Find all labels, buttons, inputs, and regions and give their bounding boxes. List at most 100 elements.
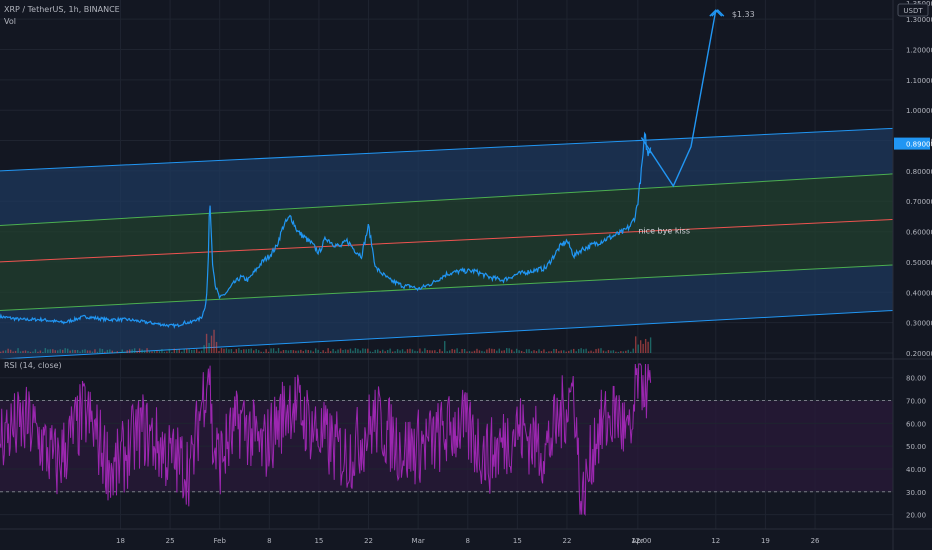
rsi-axis[interactable]: 80.00 70.00 60.00 50.00 40.00 30.00 20.00 xyxy=(906,375,926,520)
volume-bar xyxy=(379,350,381,353)
volume-bar xyxy=(329,351,332,353)
volume-bar xyxy=(186,348,188,353)
volume-bar xyxy=(426,350,429,353)
channel-lower-band xyxy=(0,264,893,360)
rsi-title[interactable]: RSI (14, close) xyxy=(4,361,62,370)
volume-bar xyxy=(488,348,491,353)
volume-bar xyxy=(168,348,171,353)
volume-label[interactable]: Vol xyxy=(4,17,16,26)
volume-bar xyxy=(126,350,128,353)
volume-bar xyxy=(183,349,185,353)
volume-bar xyxy=(54,350,56,353)
projection-path[interactable] xyxy=(640,9,717,188)
rsi-line[interactable] xyxy=(0,363,652,516)
volume-bar xyxy=(121,349,123,353)
price-axis[interactable]: 1.350001.300001.200001.100001.000000.900… xyxy=(894,0,932,358)
volume-bar xyxy=(439,349,441,353)
volume-bar xyxy=(558,351,560,353)
volume-bar xyxy=(384,351,386,353)
volume-bar xyxy=(590,350,592,353)
volume-bar xyxy=(62,349,64,353)
volume-bar xyxy=(615,351,617,353)
volume-bar xyxy=(508,348,510,353)
volume-bar xyxy=(163,351,166,353)
volume-bar xyxy=(448,350,451,353)
volume-bar xyxy=(513,351,515,353)
volume-bar xyxy=(592,351,595,353)
time-tick-label: 22 xyxy=(563,537,572,545)
volume-bar xyxy=(535,351,538,353)
volume-bar xyxy=(458,351,461,353)
volume-bar xyxy=(466,351,468,353)
volume-bar xyxy=(109,349,111,353)
channel-inner-upper-line[interactable] xyxy=(0,173,894,227)
currency-badge[interactable] xyxy=(897,3,929,17)
time-tick-label: 18 xyxy=(116,537,125,545)
volume-bar xyxy=(89,350,91,353)
rsi-tick-label: 60.00 xyxy=(906,420,926,428)
volume-bar xyxy=(128,349,131,353)
volume-bar xyxy=(24,350,27,353)
volume-bar xyxy=(520,350,523,353)
volume-bar xyxy=(347,349,349,353)
volume-bar xyxy=(69,350,71,353)
volume-bar xyxy=(406,349,409,353)
volume-bar xyxy=(409,348,411,353)
time-tick-label: 15 xyxy=(513,537,522,545)
volume-bar xyxy=(84,349,86,353)
volume-bar xyxy=(319,351,322,353)
volume-bar xyxy=(272,348,275,353)
volume-bar xyxy=(133,348,136,353)
rsi-tick-label: 30.00 xyxy=(906,489,926,497)
volume-bar xyxy=(506,348,508,353)
volume-bar xyxy=(339,348,342,353)
volume-bar xyxy=(453,349,456,353)
volume-bar xyxy=(540,350,543,353)
volume-bar xyxy=(416,351,419,353)
volume-bar xyxy=(386,350,389,353)
channel-upper-line[interactable] xyxy=(0,127,894,172)
price-line[interactable] xyxy=(0,131,652,329)
projection-label: $1.33 xyxy=(732,10,755,19)
symbol-title[interactable]: XRP / TetherUS, 1h, BINANCE xyxy=(4,5,120,14)
volume-bar xyxy=(7,348,9,353)
volume-bar xyxy=(203,345,205,353)
channel-inner-lower-line[interactable] xyxy=(0,264,894,311)
volume-bar xyxy=(91,351,94,353)
projection-arrow: $1.33 xyxy=(640,9,755,188)
volume-bar xyxy=(243,349,245,353)
volume-bar xyxy=(630,351,632,353)
volume-bar xyxy=(250,348,252,353)
volume-bar xyxy=(429,350,431,353)
volume-bar xyxy=(411,349,414,353)
volume-bar xyxy=(86,350,89,353)
volume-bar xyxy=(260,351,262,353)
volume-bar xyxy=(483,351,486,353)
volume-bar xyxy=(573,348,575,353)
channel-mid-line[interactable] xyxy=(0,218,894,263)
volume-bar xyxy=(248,349,250,353)
volume-bar xyxy=(104,351,106,353)
volume-bar xyxy=(47,349,49,353)
chart-annotation[interactable]: nice bye kiss xyxy=(638,227,690,236)
volume-bar xyxy=(176,349,178,353)
volume-bar xyxy=(468,351,471,353)
volume-bar xyxy=(632,348,634,353)
rsi-series xyxy=(0,363,652,516)
volume-bar xyxy=(476,348,478,353)
volume-bar xyxy=(156,350,158,353)
volume-bar xyxy=(59,349,61,353)
volume-bar xyxy=(377,349,379,353)
volume-bar xyxy=(337,349,339,353)
projection-arrowhead xyxy=(709,9,723,17)
volume-bar xyxy=(141,349,143,353)
volume-bar xyxy=(352,350,354,353)
volume-bar xyxy=(218,351,220,353)
volume-bar xyxy=(297,350,300,353)
volume-bar xyxy=(354,348,357,353)
volume-bar xyxy=(240,349,243,353)
volume-bar xyxy=(81,349,84,353)
volume-bar xyxy=(257,350,260,353)
